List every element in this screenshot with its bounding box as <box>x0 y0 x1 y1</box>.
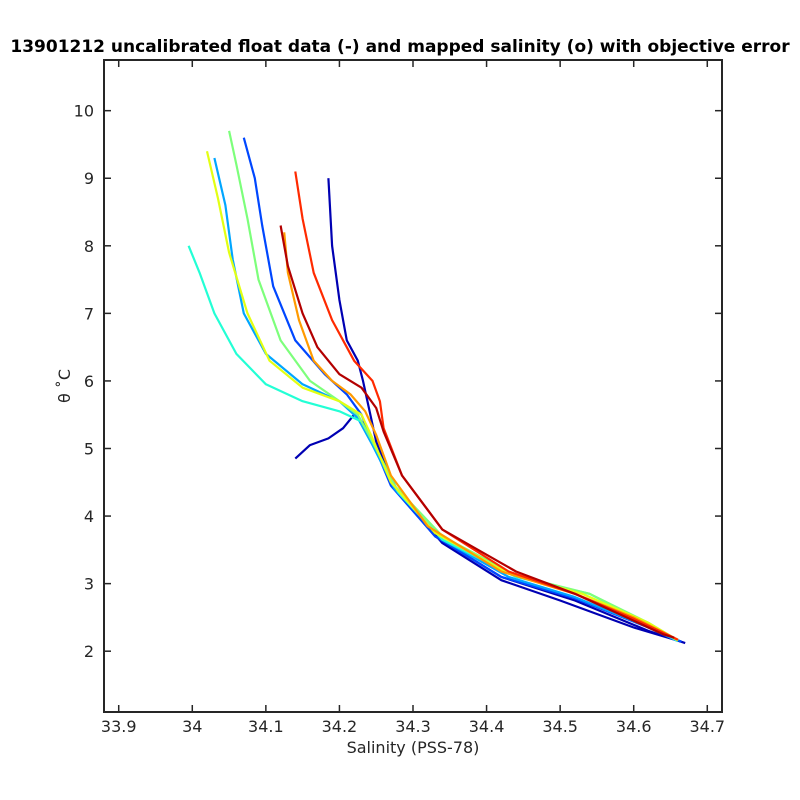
y-axis-label: θ ˚C <box>55 369 74 403</box>
series-line-10 <box>279 225 675 639</box>
y-tick-label: 4 <box>84 507 94 526</box>
x-tick-label: 34.5 <box>542 717 578 736</box>
y-tick-label: 9 <box>84 169 94 188</box>
x-tick-label: 34.2 <box>322 717 358 736</box>
x-tick-label: 34 <box>182 717 202 736</box>
x-axis-label: Salinity (PSS-78) <box>347 738 480 757</box>
y-tick-label: 7 <box>84 304 94 323</box>
y-tick-label: 8 <box>84 237 94 256</box>
x-tick-label: 34.4 <box>469 717 505 736</box>
y-tick-label: 2 <box>84 642 94 661</box>
x-tick-label: 34.3 <box>395 717 431 736</box>
y-tick-label: 3 <box>84 575 94 594</box>
x-tick-label: 34.7 <box>689 717 725 736</box>
y-axis: 2 3 4 5 6 7 8 9 10 <box>74 102 722 661</box>
x-axis: 33.9 34 34.1 34.2 34.3 34.4 34.5 34.6 34.7 <box>101 60 725 736</box>
series-line-6 <box>228 130 679 642</box>
x-tick-label: 33.9 <box>101 717 137 736</box>
y-tick-label: 10 <box>74 102 94 121</box>
x-tick-label: 34.6 <box>616 717 652 736</box>
chart-title: 13901212 uncalibrated float data (-) and… <box>10 37 790 57</box>
series-layer <box>187 130 686 645</box>
x-tick-label: 34.1 <box>248 717 284 736</box>
y-tick-label: 6 <box>84 372 94 391</box>
y-tick-label: 5 <box>84 439 94 458</box>
